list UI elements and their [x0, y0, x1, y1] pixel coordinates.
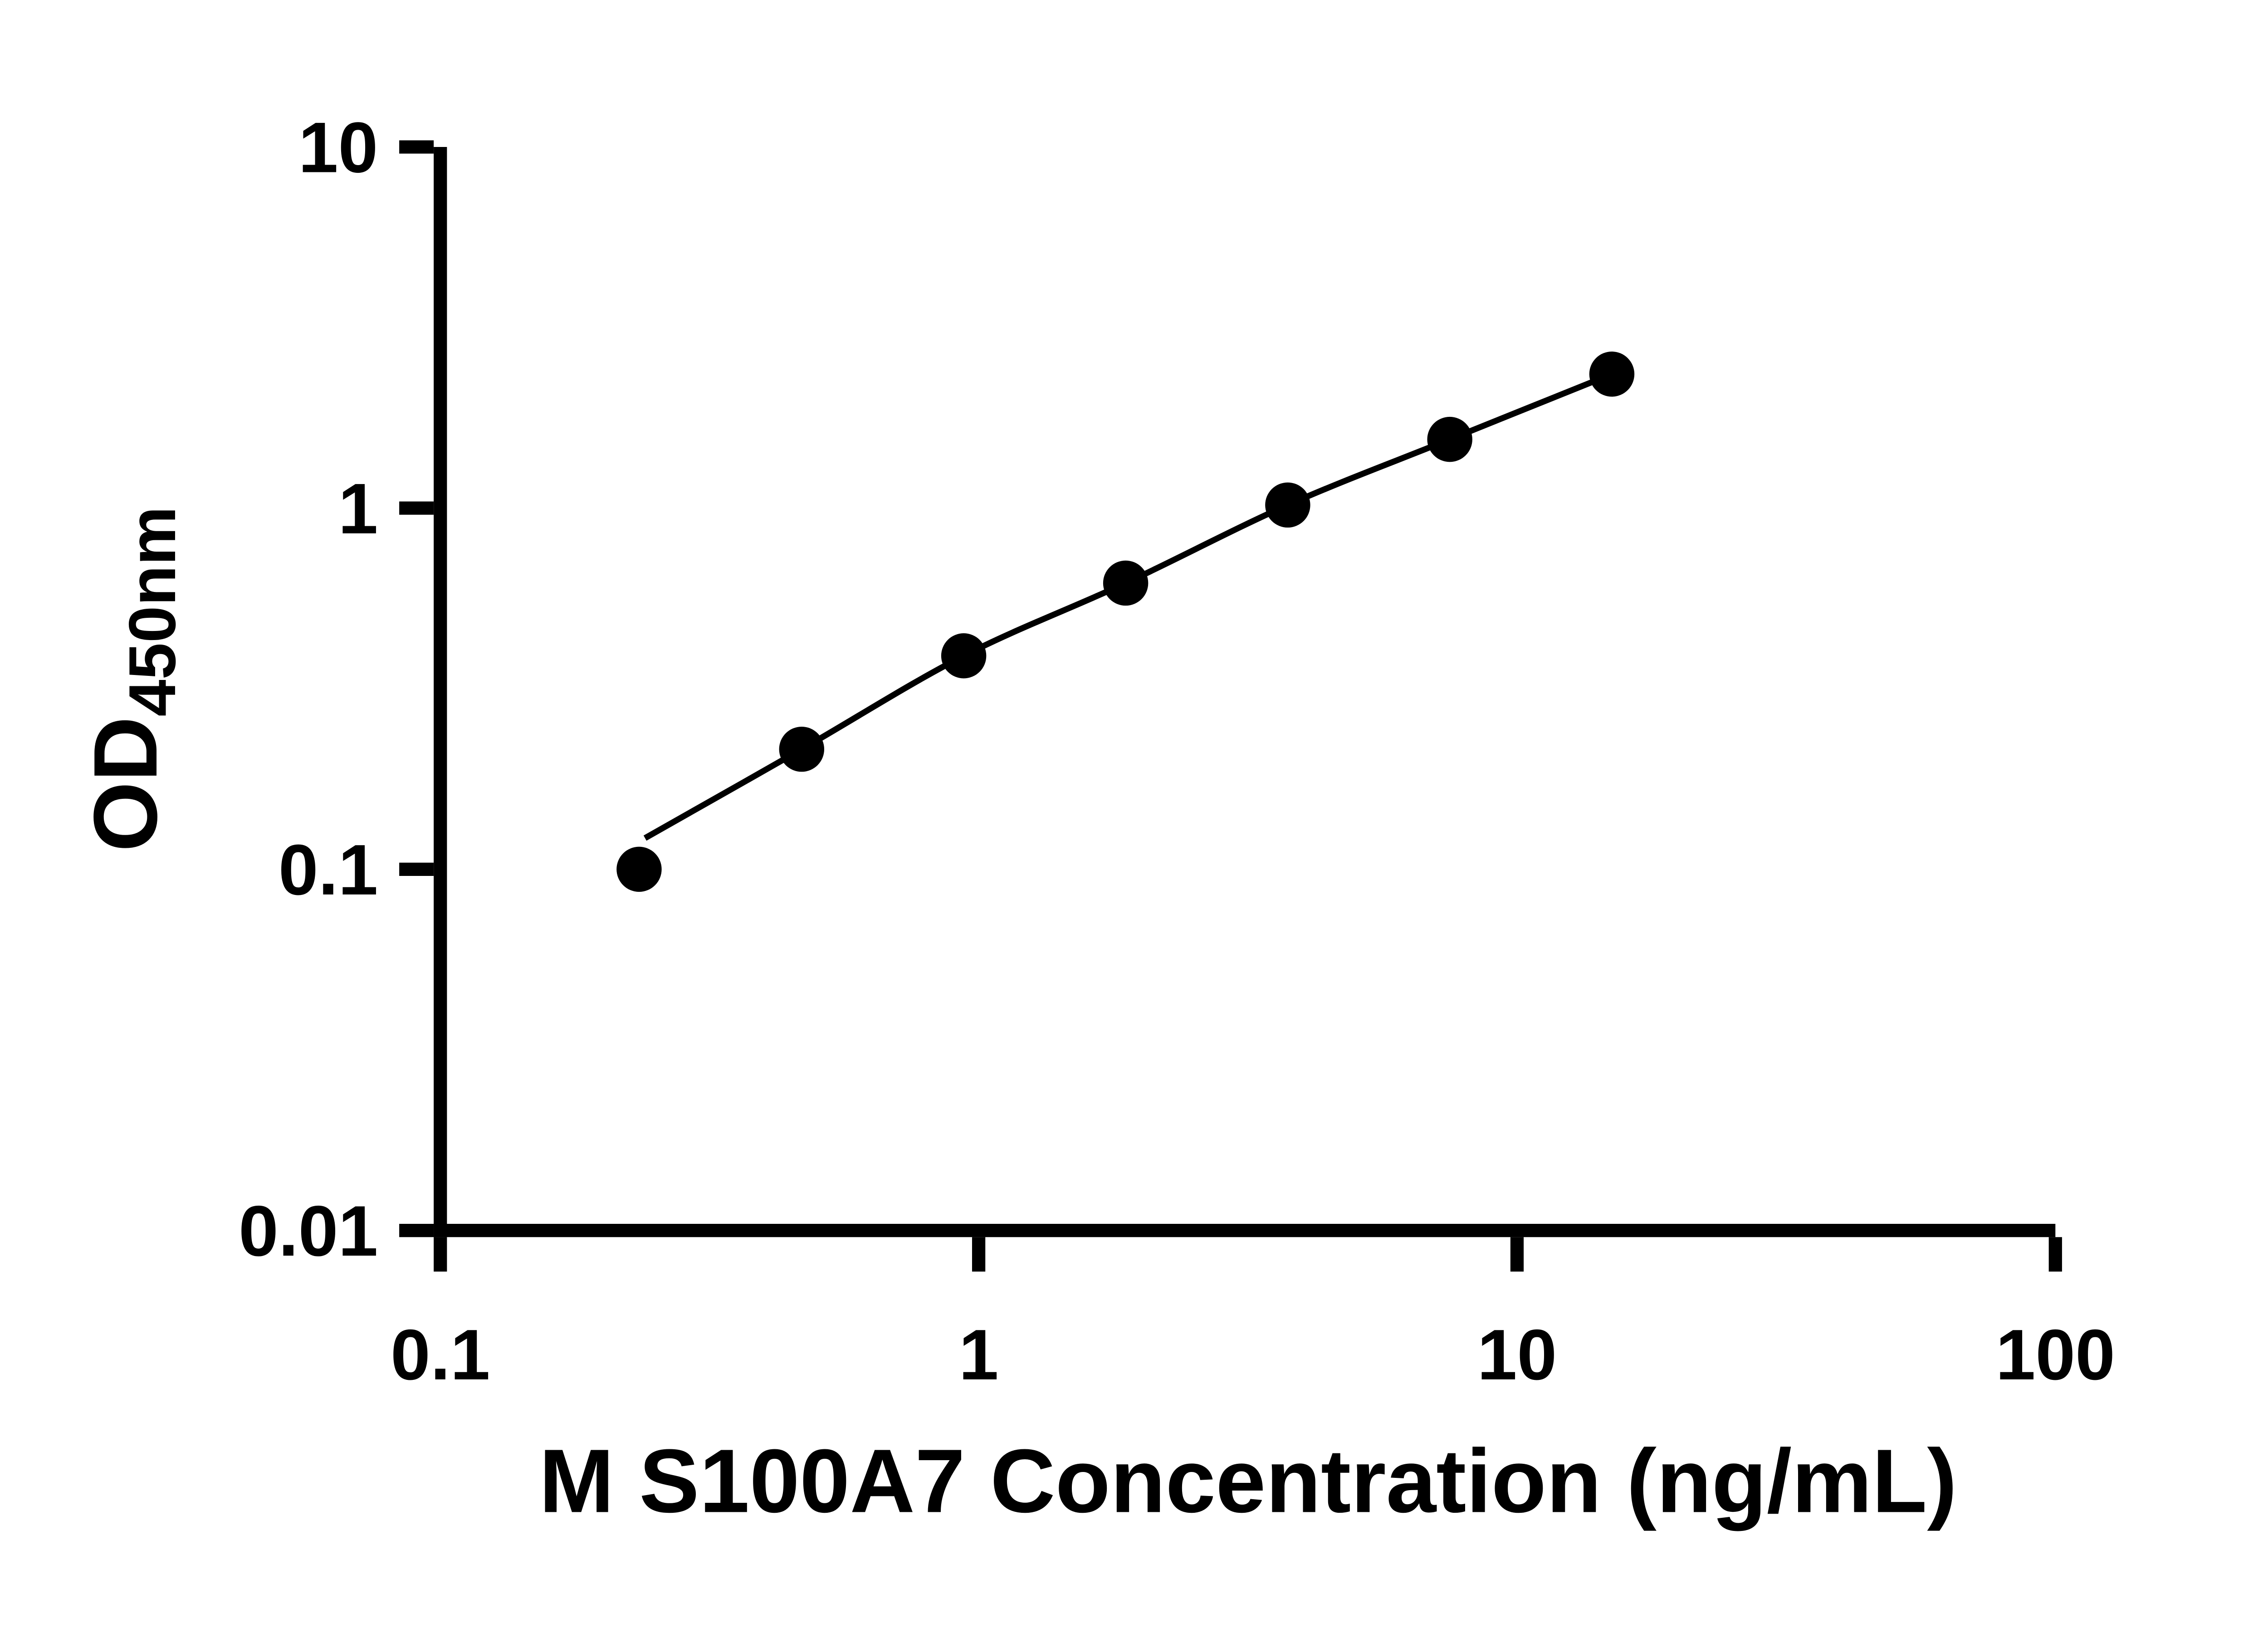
x-tick-label: 10	[1477, 1315, 1557, 1395]
y-tick-label: 10	[298, 108, 378, 188]
y-axis-title: OD450nm	[75, 506, 189, 851]
data-point	[616, 846, 662, 892]
elisa-standard-curve-figure: 0.1 1 10 100 0.01 0.1 1 10 M S100A7 Concentrati…	[75, 108, 2115, 1532]
data-point	[1589, 352, 1635, 397]
x-tick-label: 0.1	[391, 1315, 490, 1395]
data-points-layer	[616, 352, 1635, 892]
y-tick-label: 1	[338, 469, 378, 549]
y-axis-title-main: OD	[75, 717, 176, 852]
data-point	[1265, 482, 1310, 528]
y-tick-label: 0.1	[279, 830, 378, 910]
data-point	[779, 726, 825, 772]
data-point	[1427, 416, 1472, 462]
y-tick-label: 0.01	[239, 1191, 378, 1271]
data-point	[941, 633, 987, 679]
data-point	[1103, 560, 1149, 606]
axes-layer	[399, 140, 2062, 1272]
y-axis-title-subscript: 450nm	[115, 506, 189, 716]
x-tick-label: 100	[1996, 1315, 2115, 1395]
x-axis-title: M S100A7 Concentration (ng/mL)	[539, 1431, 1957, 1531]
x-tick-label: 1	[959, 1315, 999, 1395]
